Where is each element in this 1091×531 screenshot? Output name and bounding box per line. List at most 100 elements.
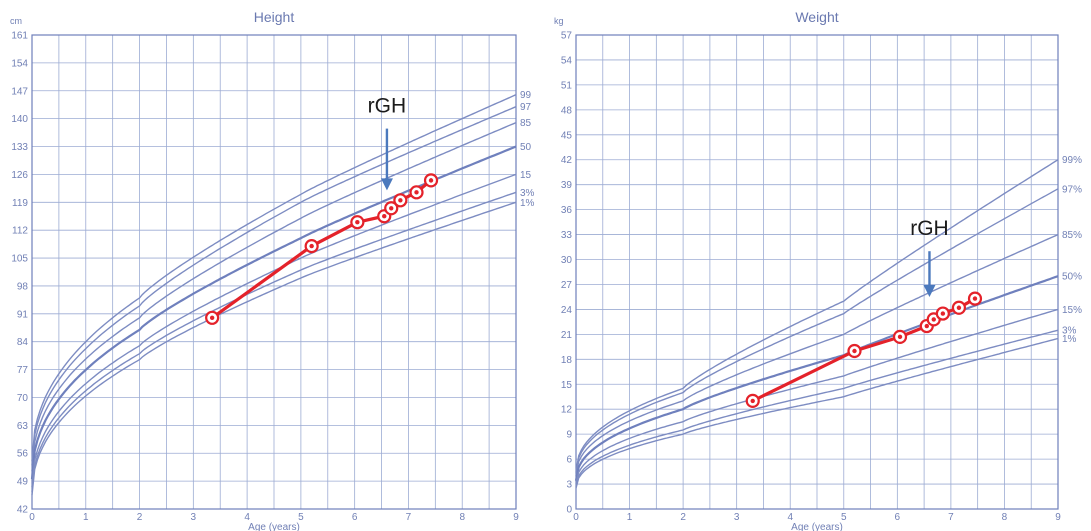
weight-percentile-label-3: 3% xyxy=(1062,326,1077,337)
weight-patient-point-center xyxy=(897,334,903,340)
height-y-tick-label: 161 xyxy=(11,31,28,42)
weight-x-tick-label: 8 xyxy=(1002,512,1008,523)
weight-x-tick-label: 9 xyxy=(1055,512,1061,523)
weight-x-tick-label: 4 xyxy=(787,512,793,523)
weight-y-tick-label: 0 xyxy=(566,505,572,516)
height-patient-point-center xyxy=(355,220,360,225)
height-x-axis-label: Age (years) xyxy=(248,522,300,531)
weight-x-tick-label: 0 xyxy=(573,512,579,523)
weight-y-tick-label: 27 xyxy=(561,280,573,291)
weight-patient-point-center xyxy=(940,311,946,316)
weight-percentile-label-85: 85% xyxy=(1062,230,1082,241)
height-x-tick-label: 7 xyxy=(406,512,412,523)
weight-percentile-label-97: 97% xyxy=(1062,184,1082,195)
height-x-tick-label: 8 xyxy=(459,512,465,523)
height-rgh-arrow-head xyxy=(380,178,393,191)
height-y-tick-label: 42 xyxy=(17,505,29,516)
height-x-tick-label: 4 xyxy=(244,512,250,523)
height-x-tick-label: 6 xyxy=(352,512,358,523)
height-patient-point-center xyxy=(389,206,394,211)
weight-patient-point-center xyxy=(750,398,755,404)
height-y-tick-label: 77 xyxy=(17,365,29,376)
height-y-tick-label: 140 xyxy=(11,114,28,125)
height-x-tick-label: 9 xyxy=(513,512,519,523)
weight-y-tick-label: 39 xyxy=(561,180,573,191)
height-y-tick-label: 49 xyxy=(17,477,29,488)
height-patient-point-center xyxy=(414,190,419,195)
weight-y-tick-label: 30 xyxy=(561,255,573,266)
height-x-tick-label: 5 xyxy=(298,512,304,523)
weight-y-tick-label: 54 xyxy=(561,55,573,66)
height-y-unit: cm xyxy=(10,16,22,26)
weight-y-tick-label: 15 xyxy=(561,380,573,391)
height-y-tick-label: 84 xyxy=(17,337,29,348)
height-patient-point-center xyxy=(209,315,215,321)
weight-y-tick-label: 51 xyxy=(561,80,573,91)
weight-y-tick-label: 57 xyxy=(561,31,573,42)
height-percentile-label-3: 3% xyxy=(520,188,535,199)
height-x-tick-label: 1 xyxy=(83,512,89,523)
weight-x-tick-label: 6 xyxy=(895,512,901,523)
weight-patient-point-center xyxy=(972,296,978,301)
weight-patient-point-center xyxy=(931,317,936,322)
weight-percentile-curve-3 xyxy=(575,329,1059,487)
weight-rgh-annotation: rGH xyxy=(910,217,949,240)
weight-x-tick-label: 5 xyxy=(841,512,847,523)
height-percentile-curve-15 xyxy=(31,173,517,488)
height-percentile-label-50: 50 xyxy=(520,142,532,153)
height-chart: Heightcm42495663707784919810511211912613… xyxy=(10,9,535,531)
height-patient-point-center xyxy=(382,214,387,219)
weight-percentile-label-15: 15% xyxy=(1062,305,1082,316)
height-x-tick-label: 3 xyxy=(191,512,197,523)
weight-percentile-label-1: 1% xyxy=(1062,334,1077,345)
weight-percentile-label-50: 50% xyxy=(1062,272,1082,283)
height-percentile-label-99: 99 xyxy=(520,90,532,101)
weight-chart-title: Weight xyxy=(795,9,838,25)
height-y-tick-label: 112 xyxy=(12,226,28,237)
height-patient-point-center xyxy=(309,243,314,249)
weight-y-tick-label: 42 xyxy=(561,155,573,166)
weight-y-tick-label: 18 xyxy=(561,355,573,366)
weight-percentile-curve-1 xyxy=(575,337,1059,489)
weight-x-axis-label: Age (years) xyxy=(791,522,843,531)
weight-x-tick-label: 1 xyxy=(627,512,633,523)
weight-chart: Weightkg03691215182124273033363942454851… xyxy=(554,9,1082,531)
weight-y-unit: kg xyxy=(554,16,564,26)
height-percentile-label-15: 15 xyxy=(520,170,532,181)
height-y-tick-label: 105 xyxy=(11,254,28,265)
height-percentile-label-85: 85 xyxy=(520,118,532,129)
height-percentile-curve-97 xyxy=(31,106,517,466)
weight-y-tick-label: 12 xyxy=(561,405,573,416)
weight-y-tick-label: 45 xyxy=(561,130,573,141)
height-y-tick-label: 154 xyxy=(11,58,28,69)
height-y-tick-label: 133 xyxy=(11,142,28,153)
weight-percentile-curve-15 xyxy=(575,308,1059,485)
height-patient-point-center xyxy=(398,198,403,203)
height-plot-frame xyxy=(31,34,517,510)
weight-y-tick-label: 36 xyxy=(561,205,573,216)
weight-patient-point-center xyxy=(956,305,962,310)
height-patient-point-center xyxy=(428,178,434,183)
height-y-tick-label: 70 xyxy=(17,393,29,404)
weight-percentile-curve-97 xyxy=(575,188,1059,474)
weight-percentile-curve-85 xyxy=(575,233,1059,476)
weight-x-tick-label: 7 xyxy=(948,512,954,523)
weight-y-tick-label: 24 xyxy=(561,305,573,316)
weight-y-tick-label: 21 xyxy=(561,330,573,341)
height-x-tick-label: 0 xyxy=(29,512,35,523)
weight-patient-point-center xyxy=(924,323,929,329)
height-percentile-curve-3 xyxy=(31,191,517,492)
weight-percentile-curve-99 xyxy=(575,159,1059,472)
height-percentile-curve-85 xyxy=(31,121,517,472)
height-percentile-curve-99 xyxy=(31,94,517,462)
height-chart-title: Height xyxy=(254,9,295,25)
height-x-tick-label: 2 xyxy=(137,512,143,523)
height-y-tick-label: 98 xyxy=(17,281,29,292)
height-y-tick-label: 119 xyxy=(12,198,28,209)
height-y-tick-label: 147 xyxy=(11,86,28,97)
weight-percentile-label-99: 99% xyxy=(1062,155,1082,166)
height-percentile-label-1: 1% xyxy=(520,198,535,209)
weight-plot-frame xyxy=(575,34,1059,510)
weight-patient-point-center xyxy=(852,348,857,354)
